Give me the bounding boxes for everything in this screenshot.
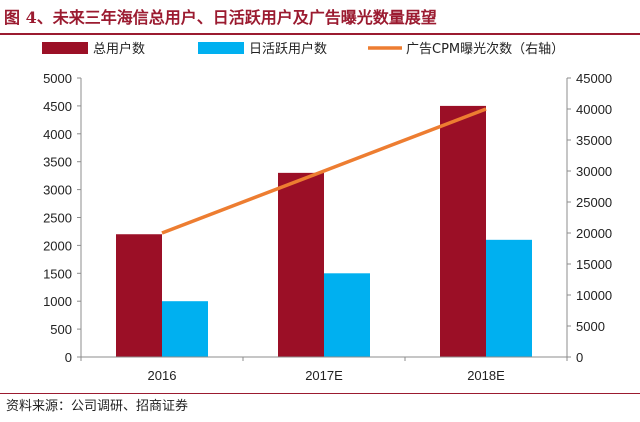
left-tick-label: 500 xyxy=(50,322,72,337)
left-tick-label: 5000 xyxy=(43,71,72,86)
bar-daily-active xyxy=(486,239,532,357)
left-tick-label: 4000 xyxy=(43,127,72,142)
axes: 0 500 1000 1500 2000 2500 3000 3500 4000 4500 5000… xyxy=(43,71,612,383)
bar-daily-active xyxy=(324,273,370,357)
bar-total-users xyxy=(440,105,486,358)
right-tick-label: 40000 xyxy=(576,102,612,117)
left-tick-label: 1500 xyxy=(43,266,72,281)
left-tick-label: 2000 xyxy=(43,238,72,253)
figure-title: 图 4、未来三年海信总用户、日活跃用户及广告曝光数量展望 xyxy=(4,8,437,27)
legend-total-users-swatch xyxy=(42,42,88,54)
left-tick-label: 2500 xyxy=(43,211,72,226)
title-rule xyxy=(0,33,640,35)
right-tick-label: 5000 xyxy=(576,319,605,334)
right-tick-label: 25000 xyxy=(576,195,612,210)
right-tick-label: 10000 xyxy=(576,288,612,303)
right-tick-label: 35000 xyxy=(576,133,612,148)
right-tick-label: 0 xyxy=(576,350,583,365)
x-tick-label: 2017E xyxy=(305,368,343,383)
bar-daily-active xyxy=(162,301,208,357)
source-rule xyxy=(0,393,640,394)
bar-total-users xyxy=(278,172,324,357)
right-tick-label: 30000 xyxy=(576,164,612,179)
line-series xyxy=(161,107,487,235)
left-tick-label: 4500 xyxy=(43,99,72,114)
legend-daily-active-label: 日活跃用户数 xyxy=(249,41,327,57)
left-tick-label: 3000 xyxy=(43,183,72,198)
right-tick-label: 45000 xyxy=(576,71,612,86)
left-tick-label: 3500 xyxy=(43,155,72,170)
source-note: 资料来源：公司调研、招商证券 xyxy=(6,399,189,414)
x-tick-label: 2016 xyxy=(148,368,177,383)
legend-cpm-label: 广告CPM曝光次数（右轴） xyxy=(406,41,564,57)
left-tick-label: 1000 xyxy=(43,294,72,309)
legend: 总用户数 日活跃用户数 广告CPM曝光次数（右轴） xyxy=(42,41,564,57)
right-tick-label: 15000 xyxy=(576,257,612,272)
bars xyxy=(116,105,532,358)
right-tick-label: 20000 xyxy=(576,226,612,241)
bar-total-users xyxy=(116,234,162,357)
left-tick-label: 0 xyxy=(65,350,72,365)
legend-total-users-label: 总用户数 xyxy=(93,41,145,57)
legend-daily-active-swatch xyxy=(198,42,244,54)
x-tick-label: 2018E xyxy=(467,368,505,383)
